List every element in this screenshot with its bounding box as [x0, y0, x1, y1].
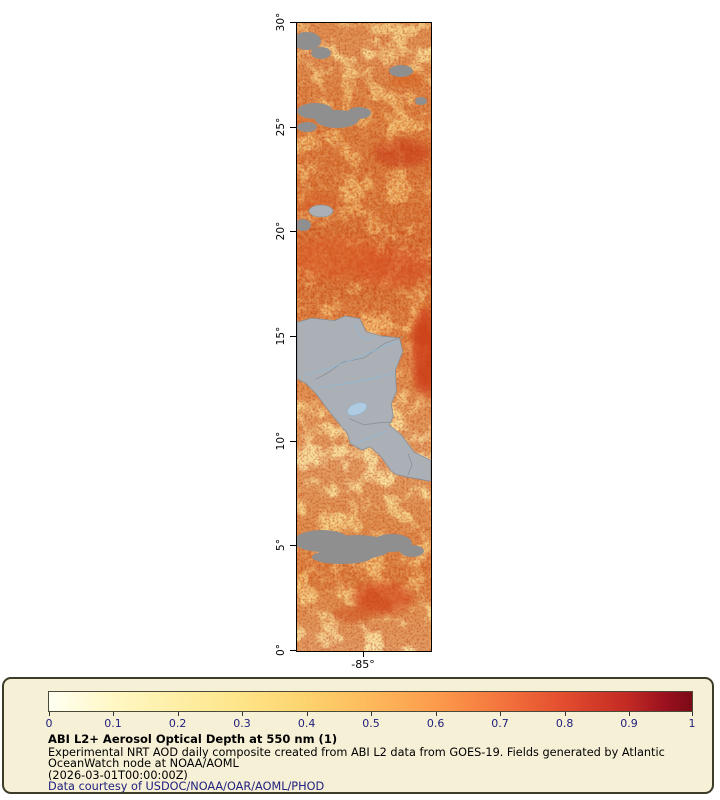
colorbar-tick	[564, 712, 566, 716]
colorbar-tick-label: 0.7	[491, 717, 509, 730]
colorbar-tick-label: 0.9	[620, 717, 638, 730]
lat-label: 5°	[275, 539, 287, 551]
rivers	[304, 322, 398, 444]
colorbar-tick	[242, 712, 243, 716]
colorbar-tick-label: 0.8	[555, 717, 574, 730]
colorbar-tick	[177, 712, 179, 716]
colorbar-tick	[371, 712, 372, 716]
colorbar-tick	[49, 712, 50, 716]
colorbar-tick-label: 0	[45, 717, 53, 730]
lat-label: 15°	[275, 326, 287, 346]
figure-timestamp: (2026-03-01T00:00:00Z)	[48, 768, 188, 782]
lon-tick-mark	[363, 651, 364, 657]
colorbar-tick-label: 0.4	[297, 717, 316, 730]
lat-label: 0°	[275, 644, 287, 656]
lat-tick-mark	[290, 22, 296, 23]
figure-credit: Data courtesy of USDOC/NOAA/OAR/AOML/PHO…	[48, 780, 325, 794]
lat-label: 30°	[275, 12, 287, 32]
colorbar-tick	[692, 712, 693, 716]
caption-block: ABI L2+ Aerosol Optical Depth at 550 nm …	[48, 732, 698, 794]
colorbar-tick	[306, 712, 308, 716]
colorbar-tick	[113, 712, 114, 716]
colorbar-tick	[629, 712, 630, 716]
colorbar-tick	[435, 712, 437, 716]
country-borders	[315, 336, 413, 476]
lat-tick-mark	[290, 650, 296, 651]
lat-label: 20°	[275, 221, 287, 241]
central-america-landmass	[297, 204, 431, 482]
cloud-gray-patches	[297, 32, 427, 564]
colorbar-tick-label: 0.3	[233, 717, 251, 730]
colorbar-tick	[500, 712, 501, 716]
colorbar-tick-label: 0.6	[426, 717, 445, 730]
aod-colorbar	[48, 691, 693, 712]
figure-title: ABI L2+ Aerosol Optical Depth at 550 nm …	[48, 732, 338, 746]
lake-nicaragua	[347, 402, 367, 416]
high-aod-blotches	[297, 70, 431, 623]
colorbar-tick-label: 0.1	[104, 717, 122, 730]
figure-description: Experimental NRT AOD daily composite cre…	[48, 745, 665, 759]
legend-panel: 0 0.1 0.2 0.3 0.4 0.5 0.6 0.7 0.8 0.9 1 …	[2, 677, 714, 794]
aod-map	[296, 22, 432, 652]
lat-tick-mark	[290, 336, 296, 337]
yucatan-tip	[308, 204, 334, 218]
lon-label: -85°	[351, 658, 375, 671]
lat-tick-mark	[290, 231, 296, 232]
lat-label: 10°	[275, 431, 287, 451]
lat-tick-mark	[290, 127, 296, 128]
aod-raster-image	[297, 23, 431, 651]
colorbar-tick-label: 0.5	[362, 717, 380, 730]
colorbar-tick-label: 1	[688, 717, 696, 730]
lat-tick-mark	[290, 545, 296, 546]
lat-label: 25°	[275, 117, 287, 137]
colorbar-tick-label: 0.2	[168, 717, 187, 730]
lat-tick-mark	[290, 441, 296, 442]
figure-description: OceanWatch node at NOAA/AOML	[48, 757, 239, 771]
